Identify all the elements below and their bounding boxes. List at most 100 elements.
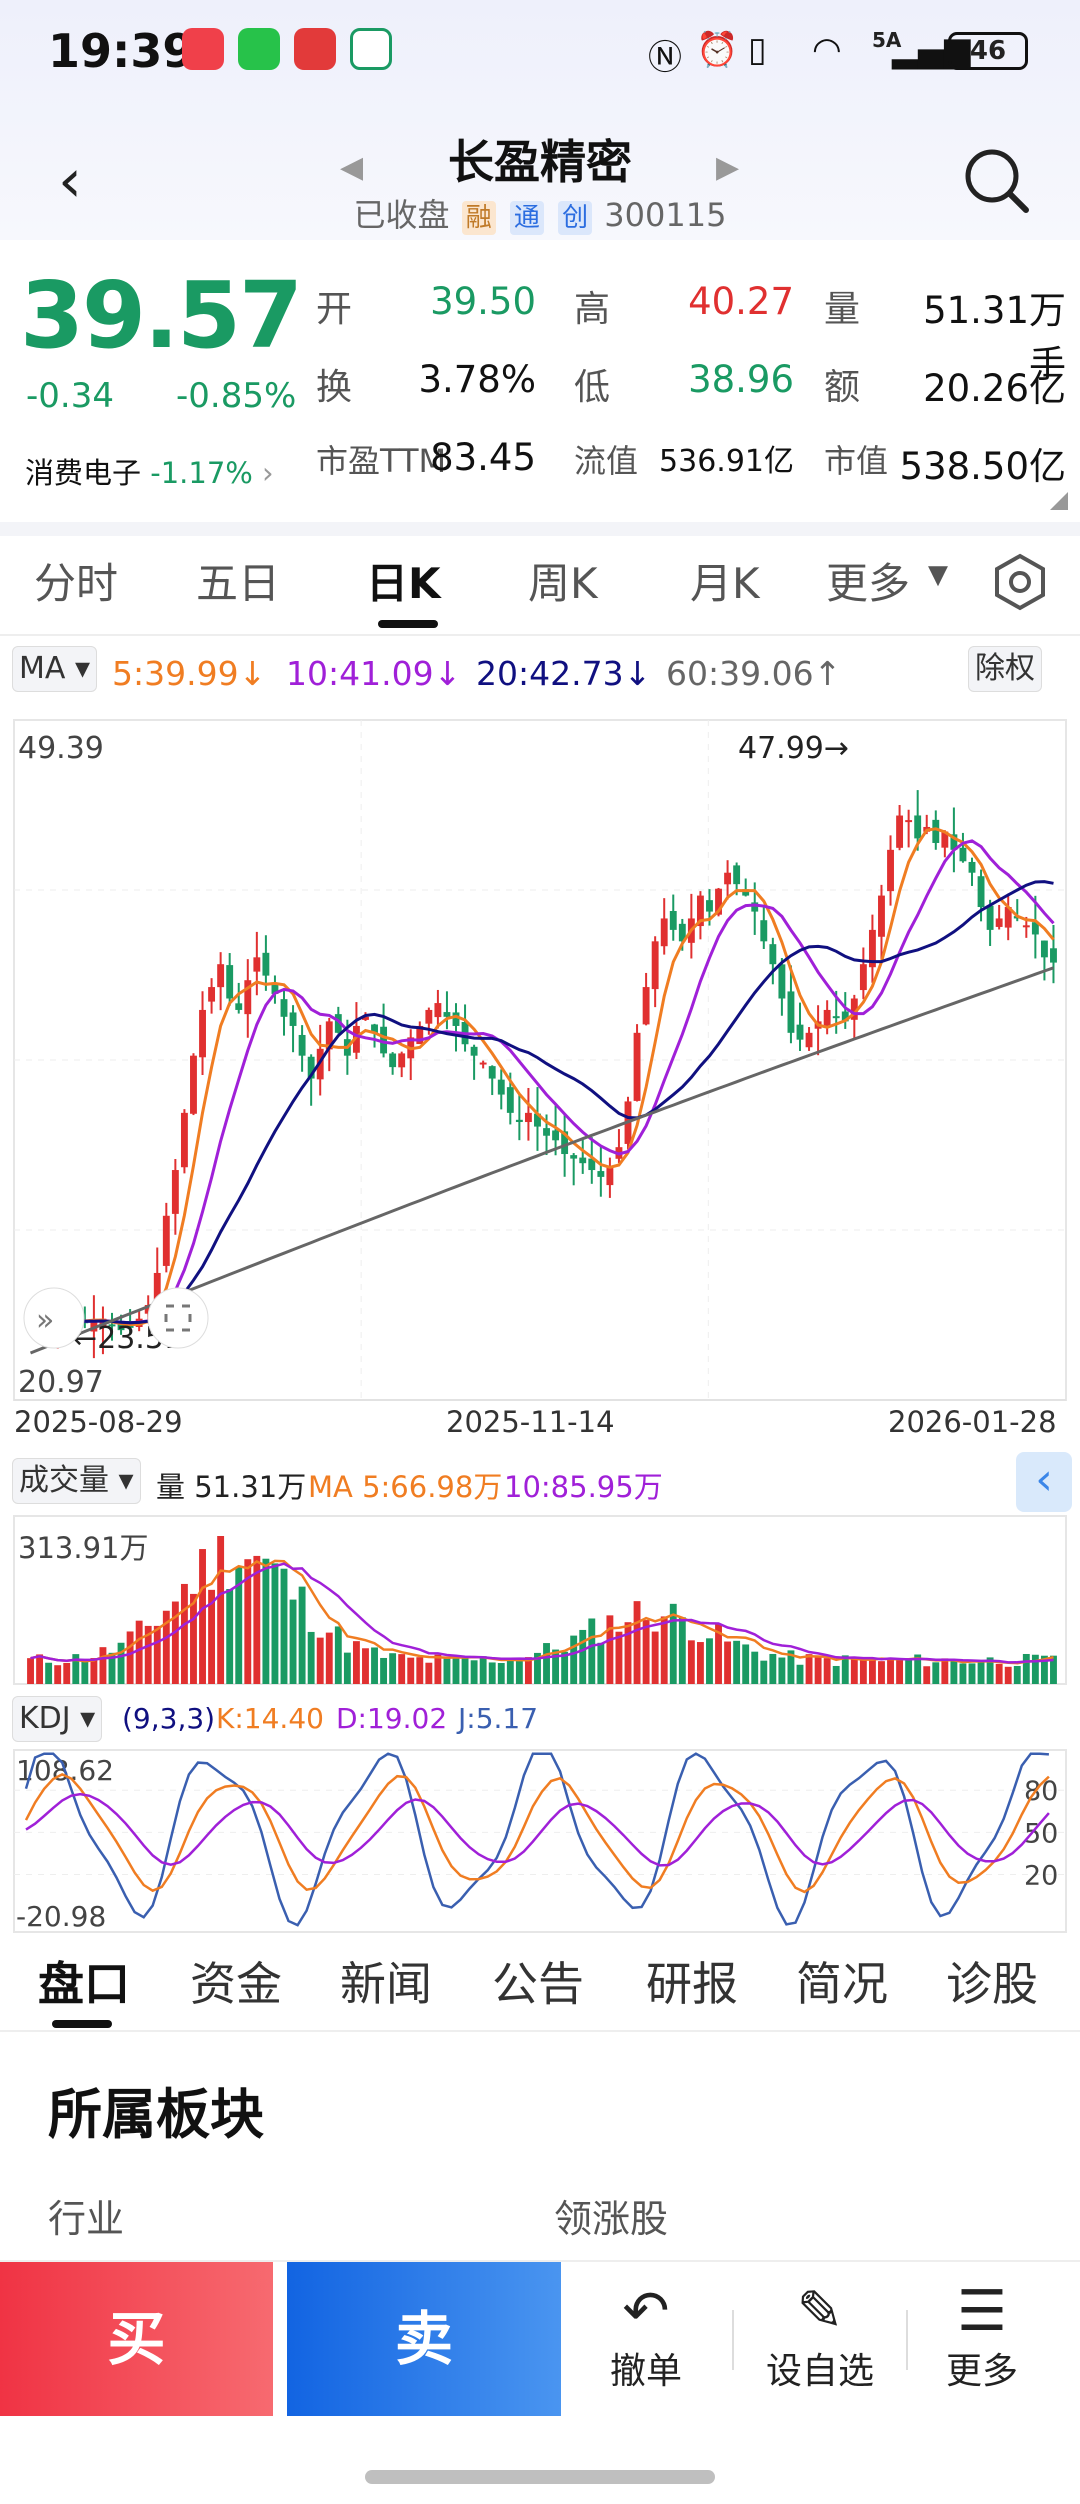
nfc-icon: Ⓝ bbox=[648, 38, 682, 78]
candle-body bbox=[841, 1011, 849, 1022]
kdj-d-line bbox=[25, 1792, 1050, 1867]
ma-selector[interactable]: MA ▾ bbox=[12, 646, 98, 692]
tab-3[interactable]: 周K bbox=[528, 559, 598, 608]
volume-bar bbox=[307, 1631, 315, 1684]
search-icon[interactable] bbox=[962, 146, 1032, 216]
market-status: 已收盘 bbox=[353, 196, 450, 234]
quote-label: 流值 bbox=[574, 442, 639, 480]
volume-bar bbox=[208, 1589, 216, 1684]
bank-app-icon bbox=[350, 28, 392, 70]
sell-button[interactable]: 卖 bbox=[287, 2262, 561, 2416]
tab-4[interactable]: 月K bbox=[690, 559, 760, 608]
volume-bar bbox=[742, 1644, 750, 1684]
tab-0[interactable]: 分时 bbox=[34, 559, 119, 608]
volume-bar bbox=[859, 1659, 867, 1684]
volume-bar bbox=[941, 1658, 949, 1684]
tab-2[interactable]: 日K bbox=[366, 559, 441, 608]
candle-body bbox=[660, 918, 668, 947]
candle-body bbox=[262, 952, 270, 976]
subtab-1[interactable]: 资金 bbox=[190, 1957, 282, 2011]
candle-body bbox=[108, 1324, 116, 1327]
volume-bar bbox=[271, 1563, 279, 1684]
candle-body bbox=[371, 1024, 378, 1033]
expand-corner-icon[interactable] bbox=[1050, 492, 1068, 510]
chart-period-tabs bbox=[0, 536, 1080, 636]
volume-bar bbox=[932, 1662, 940, 1684]
ma60-value: 60:39.06↑ bbox=[666, 654, 842, 693]
fullscreen-icon[interactable] bbox=[147, 1287, 209, 1349]
volume-bar bbox=[515, 1661, 523, 1684]
volume-bar bbox=[108, 1652, 116, 1684]
subtab-4[interactable]: 研报 bbox=[646, 1957, 738, 2011]
volume-bar bbox=[687, 1640, 695, 1684]
quote-value: 536.91亿 bbox=[659, 444, 794, 479]
candle-body bbox=[1022, 925, 1030, 928]
volume-bar bbox=[706, 1638, 713, 1684]
stock-name: 长盈精密 bbox=[448, 135, 632, 189]
volume-bar bbox=[316, 1637, 324, 1684]
sector-link[interactable]: 消费电子 -1.17% › bbox=[25, 450, 274, 492]
tab-5[interactable]: 更多 bbox=[826, 559, 911, 608]
volume-bar bbox=[660, 1616, 668, 1684]
candle-body bbox=[325, 1021, 333, 1050]
expand-left-icon[interactable]: » bbox=[23, 1287, 85, 1349]
subtab-2[interactable]: 新闻 bbox=[340, 1957, 432, 2011]
more-button[interactable]: ☰ 更多 bbox=[912, 2282, 1052, 2394]
volume-chart[interactable]: 313.91万 bbox=[0, 1506, 1080, 1686]
header-background bbox=[0, 0, 1080, 240]
candle-body bbox=[488, 1066, 496, 1079]
volume-bar bbox=[81, 1661, 89, 1684]
kdj-selector[interactable]: KDJ ▾ bbox=[12, 1696, 103, 1742]
quote-value: 51.31万手 bbox=[923, 289, 1066, 386]
candle-body bbox=[696, 895, 704, 927]
volume-bar bbox=[524, 1657, 532, 1684]
subtab-5[interactable]: 简况 bbox=[796, 1957, 888, 2011]
volume-bar bbox=[117, 1642, 125, 1684]
volume-selector[interactable]: 成交量 ▾ bbox=[12, 1458, 141, 1504]
add-watchlist-button[interactable]: ✎ 设自选 bbox=[750, 2282, 890, 2394]
candle-body bbox=[570, 1155, 578, 1159]
chevron-right-icon: › bbox=[262, 456, 274, 490]
candle-body bbox=[352, 1025, 360, 1053]
subtab-6[interactable]: 诊股 bbox=[946, 1957, 1038, 2011]
chart-settings-icon[interactable] bbox=[990, 552, 1050, 612]
cancel-order-button[interactable]: ↶ 撤单 bbox=[576, 2282, 716, 2394]
volume-bar bbox=[769, 1653, 777, 1684]
kdj-j: J:5.17 bbox=[458, 1702, 539, 1735]
kdj-k-line bbox=[24, 1773, 1050, 1894]
subtab-3[interactable]: 公告 bbox=[492, 1957, 584, 2011]
volume-bar bbox=[896, 1659, 904, 1684]
battery-indicator: 46 bbox=[948, 32, 1028, 70]
quote-label: 高 bbox=[574, 289, 611, 330]
candle-body bbox=[769, 944, 777, 965]
volume-bar bbox=[832, 1665, 840, 1684]
ma20-line bbox=[30, 880, 1054, 1325]
prev-stock-icon[interactable]: ◀ bbox=[340, 150, 364, 185]
tab-1[interactable]: 五日 bbox=[196, 559, 281, 608]
volume-bar bbox=[280, 1568, 288, 1684]
candle-body bbox=[524, 1112, 532, 1123]
candle-body bbox=[389, 1053, 397, 1068]
candle-body bbox=[199, 1009, 206, 1058]
candle-body bbox=[244, 980, 252, 1015]
volume-bar bbox=[570, 1635, 578, 1684]
adjust-selector[interactable]: 除权 bbox=[968, 646, 1042, 692]
volume-bar bbox=[696, 1642, 704, 1684]
buy-button[interactable]: 买 bbox=[0, 2262, 273, 2416]
volume-bar bbox=[787, 1650, 795, 1684]
price-change: -0.34 bbox=[26, 376, 114, 416]
back-icon[interactable]: ‹ bbox=[58, 146, 82, 216]
next-stock-icon[interactable]: ▶ bbox=[716, 150, 740, 185]
candle-body bbox=[977, 876, 985, 908]
volume-bar bbox=[352, 1641, 360, 1684]
candle-body bbox=[561, 1131, 569, 1155]
volume-bar bbox=[497, 1663, 505, 1684]
collapse-panel-icon[interactable]: ‹ bbox=[1016, 1452, 1072, 1512]
candle-body bbox=[986, 905, 994, 930]
candle-body bbox=[760, 920, 768, 942]
candle-body bbox=[678, 923, 686, 942]
subtab-0[interactable]: 盘口 bbox=[38, 1957, 130, 2011]
volume-bar bbox=[1004, 1666, 1012, 1684]
